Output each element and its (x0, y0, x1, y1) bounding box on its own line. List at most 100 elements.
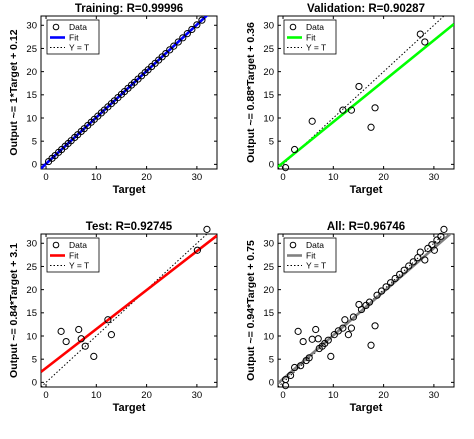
y-tick-label: 25 (26, 44, 37, 55)
y-tick-label: 10 (263, 113, 274, 124)
data-point (347, 324, 356, 332)
legend-fit-label: Fit (306, 251, 316, 261)
data-point (421, 38, 429, 46)
data-point (341, 316, 349, 324)
data-point (371, 104, 379, 112)
data-point (193, 21, 201, 29)
legend-data-marker (289, 23, 297, 31)
y-tick-label: 5 (32, 354, 37, 365)
data-point (57, 327, 65, 335)
data-point (405, 262, 413, 270)
data-point (299, 337, 307, 346)
legend-identity-label: Y = T (69, 43, 89, 53)
plot-content (41, 234, 217, 387)
y-tick-label: 30 (263, 21, 274, 32)
x-tick-label: 10 (91, 390, 102, 401)
y-tick-label: 30 (26, 21, 37, 32)
data-point (416, 30, 424, 38)
y-tick-label: 25 (263, 262, 274, 273)
data-point (377, 287, 386, 295)
data-point (77, 335, 85, 343)
y-tick-label: 30 (263, 239, 274, 250)
x-tick-label: 10 (328, 172, 339, 183)
y-tick-label: 5 (269, 354, 274, 365)
data-point (387, 279, 395, 287)
x-tick-label: 20 (141, 172, 152, 183)
y-tick-label: 20 (263, 285, 274, 296)
y-tick-label: 20 (26, 67, 37, 78)
y-tick-label: 10 (26, 331, 37, 342)
data-point (104, 316, 112, 324)
data-point (373, 291, 381, 299)
data-point (371, 322, 379, 330)
data-point (294, 327, 302, 335)
data-point (308, 117, 316, 125)
data-point (75, 325, 83, 334)
data-point (339, 324, 347, 332)
data-point (166, 46, 174, 54)
y-tick-label: 15 (26, 308, 37, 319)
data-point (324, 336, 332, 344)
data-point (437, 232, 445, 240)
y-tick-label: 30 (26, 239, 37, 250)
data-point (312, 325, 320, 334)
y-axis-label: Output ~= 0.84*Target + 3.1 (8, 243, 20, 378)
legend-data-label: Data (69, 240, 87, 250)
data-point (365, 298, 374, 306)
x-axis-label: Target (113, 184, 146, 196)
data-point (344, 331, 352, 339)
x-tick-label: 30 (192, 390, 203, 401)
data-point (203, 225, 211, 233)
y-tick-label: 25 (26, 262, 37, 273)
x-tick-label: 10 (328, 390, 339, 401)
data-point (327, 352, 335, 360)
chart-title: Training: R=0.99996 (75, 3, 183, 15)
legend-identity-label: Y = T (306, 261, 326, 271)
data-point (409, 258, 417, 266)
training-panel: Training: R=0.99996 0 10 20 30 0 5 10 15 20 25 30 Ta… (8, 3, 218, 196)
legend-data-label: Data (306, 240, 324, 250)
y-tick-label: 5 (32, 136, 37, 147)
data-point (183, 30, 191, 38)
x-tick-label: 30 (429, 390, 440, 401)
data-point (179, 34, 187, 42)
y-tick-label: 0 (32, 378, 37, 389)
y-tick-label: 20 (263, 67, 274, 78)
data-point (330, 331, 338, 339)
data-point (347, 106, 356, 114)
legend-data-label: Data (69, 22, 87, 32)
x-axis-label: Target (350, 402, 383, 414)
data-point (170, 42, 178, 50)
data-point (162, 49, 170, 58)
data-point (297, 362, 305, 370)
data-point (357, 305, 366, 314)
data-point (382, 283, 390, 291)
data-point (355, 82, 363, 91)
y-axis-label: Output ~= 1*Target + 0.12 (8, 29, 20, 155)
data-point (281, 375, 290, 384)
identity-line (41, 234, 208, 387)
legend-data-marker (52, 241, 60, 249)
x-tick-label: 0 (43, 172, 48, 183)
data-point (290, 145, 299, 154)
y-tick-label: 20 (26, 285, 37, 296)
data-point (198, 16, 206, 24)
validation-panel: Validation: R=0.90287 0 10 20 30 0 5 10 15 20 25 30… (245, 3, 455, 196)
y-tick-label: 5 (269, 136, 274, 147)
x-tick-label: 10 (91, 172, 102, 183)
legend-fit-label: Fit (306, 33, 316, 43)
data-point (314, 335, 322, 343)
data-point (416, 248, 424, 256)
data-point (391, 274, 399, 283)
data-point (305, 354, 313, 362)
legend-fit-label: Fit (69, 251, 79, 261)
data-point (367, 341, 375, 349)
legend-identity-label: Y = T (306, 43, 326, 53)
y-tick-label: 0 (269, 378, 274, 389)
x-axis-label: Target (113, 402, 146, 414)
